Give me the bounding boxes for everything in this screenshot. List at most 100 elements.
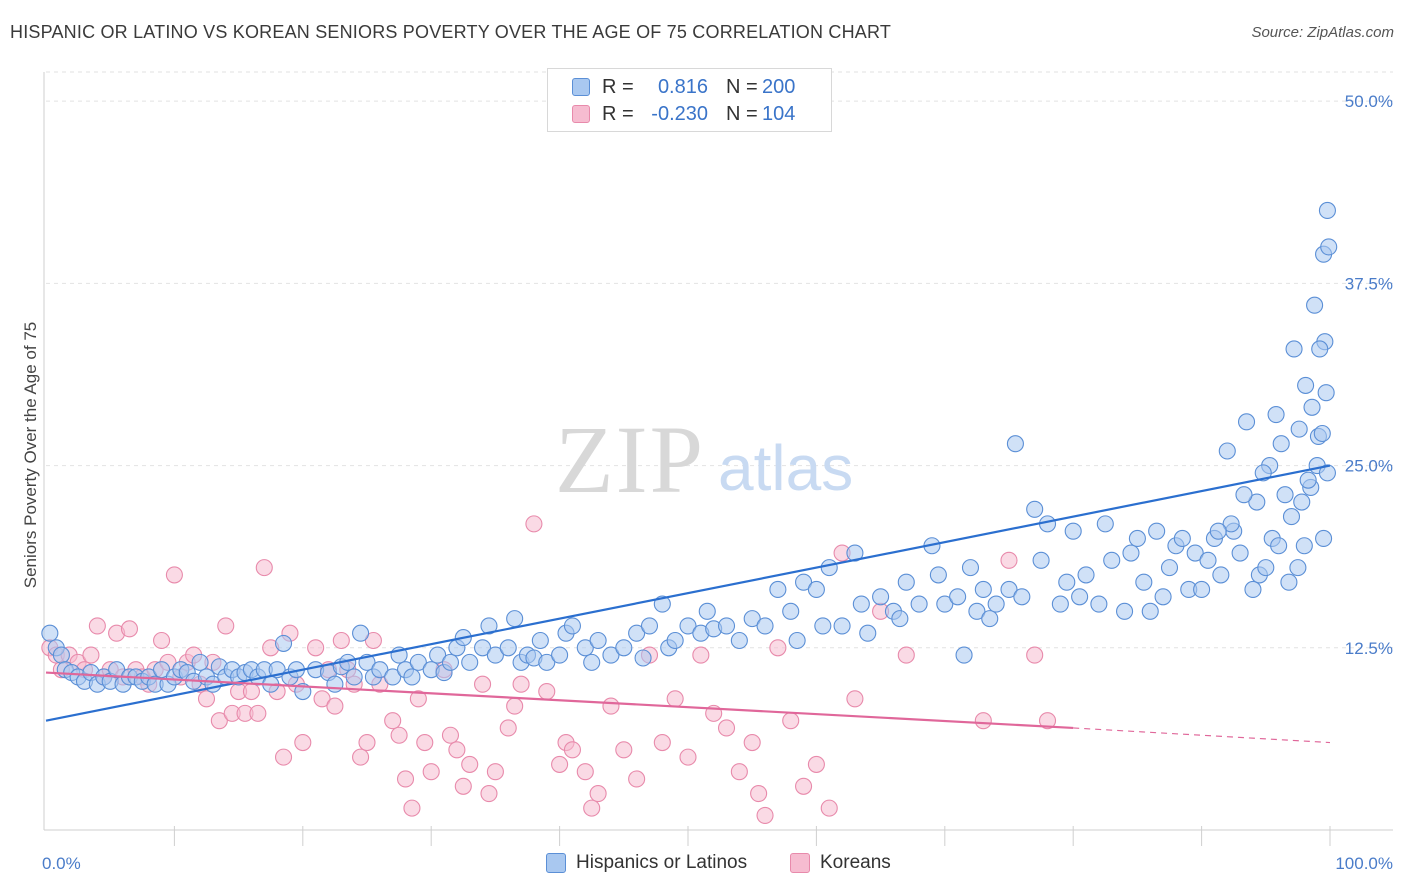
korean-point	[551, 755, 569, 773]
source-label: Source: ZipAtlas.com	[1251, 24, 1394, 41]
legend-swatch-blue	[572, 78, 590, 96]
bottom-legend-label-koreans: Koreans	[820, 852, 891, 873]
korean-point	[615, 741, 633, 759]
hispanic-point	[859, 624, 877, 642]
korean-point	[416, 733, 434, 752]
hispanic-point	[108, 661, 126, 679]
hispanic-point	[1013, 588, 1031, 606]
korean-point	[454, 777, 472, 795]
bottom-legend-koreans: Koreans	[790, 852, 891, 874]
hispanic-point	[1122, 544, 1140, 562]
hispanic-point	[852, 595, 870, 613]
korean-point	[846, 690, 864, 708]
korean-trend-line-extrapolated	[1073, 727, 1331, 744]
hispanic-point	[961, 559, 980, 577]
hispanic-point	[589, 631, 607, 650]
korean-point	[750, 785, 768, 803]
grid-lines	[46, 71, 1393, 649]
hispanic-point	[1064, 522, 1082, 540]
korean-point	[602, 697, 620, 715]
legend-row-koreans: R = -0.230 N = 104	[572, 102, 810, 126]
hispanic-point	[441, 653, 460, 671]
legend-n-value: 104	[762, 102, 796, 125]
hispanic-point	[1272, 435, 1290, 453]
hispanic-point	[576, 639, 594, 657]
legend-r-value: -0.230	[651, 102, 708, 125]
korean-point	[364, 631, 382, 650]
chart-title: HISPANIC OR LATINO VS KOREAN SENIORS POV…	[10, 22, 892, 42]
hispanic-point	[1116, 602, 1134, 620]
hispanic-point	[615, 639, 633, 657]
korean-trend-line	[45, 671, 1074, 730]
hispanic-point	[1320, 238, 1338, 256]
axes	[43, 72, 1393, 831]
hispanic-point	[1173, 529, 1191, 548]
korean-point	[307, 639, 325, 657]
hispanic-point	[1267, 406, 1285, 424]
y-axis-label: Seniors Poverty Over the Age of 75	[21, 322, 40, 588]
watermark: ZIP atlas	[555, 406, 853, 513]
hispanic-point	[1318, 464, 1336, 482]
hispanic-point	[461, 653, 479, 671]
bottom-legend-swatch-pink	[790, 853, 810, 873]
hispanic-point	[1096, 515, 1114, 533]
hispanic-point	[974, 580, 992, 599]
korean-point	[499, 719, 517, 737]
hispanic-point	[1280, 573, 1298, 591]
hispanic-point	[717, 617, 736, 635]
hispanic-point	[788, 631, 806, 650]
hispanic-point	[730, 631, 748, 650]
x-tick-marks	[173, 826, 1331, 846]
hispanic-point	[1160, 559, 1179, 577]
korean-point	[653, 733, 671, 752]
korean-point	[120, 620, 139, 638]
trend-lines	[45, 464, 1331, 744]
hispanic-point	[1295, 537, 1313, 555]
hispanic-point	[1293, 493, 1311, 511]
hispanic-point	[345, 668, 363, 686]
hispanic-point	[52, 646, 70, 664]
hispanic-point	[538, 653, 556, 671]
hispanic-point	[1199, 551, 1217, 569]
hispanic-point	[1212, 566, 1230, 584]
korean-point	[461, 755, 479, 773]
korean-point	[589, 785, 607, 803]
hispanic-point	[981, 610, 999, 628]
hispanic-point	[1071, 588, 1089, 606]
korean-point	[692, 646, 710, 664]
hispanic-point	[409, 653, 427, 671]
hispanic-point	[1026, 500, 1044, 518]
y-tick-labels: 12.5% 25.0% 37.5% 50.0%	[1345, 92, 1393, 658]
korean-point	[441, 726, 460, 744]
korean-point	[422, 763, 440, 781]
korean-point	[409, 690, 427, 708]
hispanic-point	[833, 617, 851, 635]
legend-swatch-pink	[572, 105, 590, 123]
korean-point	[730, 763, 748, 781]
bottom-legend-hispanics: Hispanics or Latinos	[546, 852, 747, 874]
hispanic-point	[698, 602, 716, 620]
hispanic-point	[820, 559, 838, 577]
hispanic-point	[1244, 580, 1262, 599]
hispanic-point	[1257, 559, 1275, 577]
hispanic-point	[352, 624, 370, 642]
hispanic-point	[474, 639, 492, 657]
y-tick-label: 37.5%	[1345, 274, 1393, 293]
hispanic-point	[666, 631, 684, 650]
hispanic-point	[1000, 580, 1018, 599]
hispanic-point	[897, 573, 915, 591]
korean-point	[743, 733, 761, 752]
korean-point	[217, 617, 235, 635]
hispanic-point	[1231, 544, 1249, 562]
hispanic-point	[274, 634, 293, 652]
hispanic-point	[326, 675, 344, 693]
y-tick-label: 25.0%	[1345, 457, 1393, 476]
korean-point	[756, 806, 774, 824]
hispanic-point	[872, 588, 890, 606]
hispanic-point	[634, 649, 652, 667]
hispanic-point	[551, 646, 569, 664]
korean-point	[332, 631, 350, 650]
korean-point	[563, 741, 581, 759]
hispanic-point	[1218, 442, 1236, 460]
korean-point	[717, 719, 736, 737]
